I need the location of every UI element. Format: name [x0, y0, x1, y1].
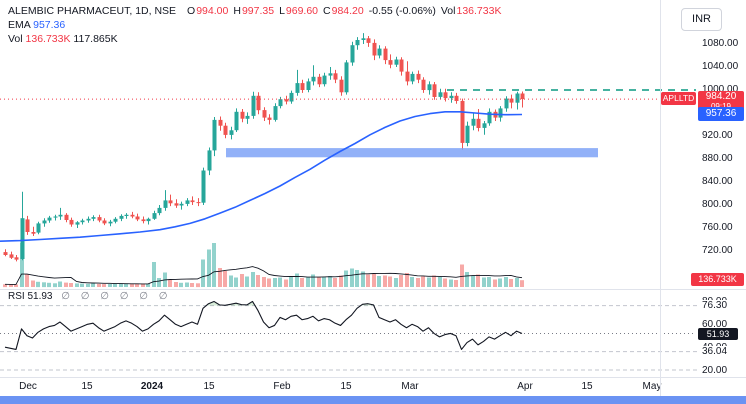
- time-tick: 15: [81, 381, 93, 392]
- ema-price-badge: 957.36: [698, 107, 744, 121]
- time-tick: Apr: [517, 381, 533, 392]
- price-tick: 1000.00: [702, 84, 739, 95]
- time-tick: Dec: [19, 381, 37, 392]
- price-scale-border: [660, 0, 661, 396]
- rsi-tick: 60.00: [702, 318, 728, 330]
- rsi-tick: 76.30: [702, 300, 730, 312]
- price-tick: 840.00: [702, 176, 733, 187]
- price-tick: 1080.00: [702, 38, 739, 49]
- currency-button[interactable]: INR: [681, 8, 722, 31]
- price-tick: 720.00: [702, 245, 733, 256]
- time-tick: 2024: [140, 381, 164, 392]
- price-tick: 760.00: [702, 222, 733, 233]
- rsi-line: [4, 300, 523, 350]
- rsi-overbought-fill: [5, 301, 522, 306]
- ema-line: [0, 111, 523, 242]
- support-zone: [226, 148, 598, 158]
- candles-group: [3, 33, 525, 262]
- price-axis[interactable]: 1080.00 1040.00 1000.00 920.00 880.00 840.00 8…: [660, 0, 746, 289]
- rsi-tick: 36.04: [702, 346, 730, 358]
- volume-badge: 136.733K: [691, 273, 744, 286]
- price-tick: 880.00: [702, 153, 733, 164]
- bar-countdown: 09:19: [698, 102, 744, 111]
- symbol-price-label: APLLTD: [661, 92, 696, 105]
- time-axis-border: [0, 377, 746, 378]
- rsi-pane-canvas[interactable]: [0, 289, 746, 377]
- time-tick: 15: [340, 381, 352, 392]
- pane-separator[interactable]: [0, 289, 746, 290]
- time-tick: Mar: [401, 381, 419, 392]
- price-tick: 920.00: [702, 130, 733, 141]
- bottom-bar: [0, 396, 746, 404]
- price-pane-canvas[interactable]: [0, 0, 746, 289]
- price-tick: 800.00: [702, 199, 733, 210]
- volume-ma-line: [4, 266, 523, 285]
- last-price-value: 984.20: [705, 91, 737, 102]
- price-tick: 1040.00: [702, 61, 739, 72]
- time-tick: Feb: [273, 381, 291, 392]
- rsi-tick: 20.00: [702, 364, 728, 376]
- time-axis[interactable]: Dec 15 2024 15 Feb 15 Mar Apr 15 May: [0, 377, 746, 396]
- rsi-value-badge: 51.93: [698, 328, 738, 340]
- time-tick: 15: [203, 381, 215, 392]
- time-tick: May: [642, 381, 662, 392]
- time-tick: 15: [581, 381, 593, 392]
- last-price-badge: 984.20 09:19: [698, 91, 744, 112]
